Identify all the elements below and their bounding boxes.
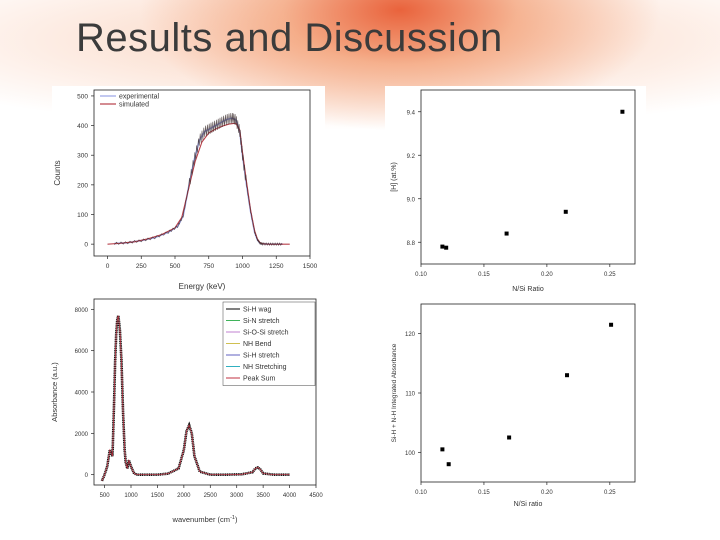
- y-tick-label: 8000: [75, 308, 89, 314]
- x-tick-label: 4000: [283, 493, 297, 499]
- y-axis-label: Counts: [53, 160, 62, 185]
- slide-title: Results and Discussion: [76, 16, 503, 60]
- x-tick-label: 2500: [204, 493, 218, 499]
- x-tick-label: 1500: [151, 493, 165, 499]
- x-tick-label: 2000: [177, 493, 191, 499]
- x-tick-label: 750: [203, 263, 214, 270]
- x-axis-label: wavenumber (cm-1): [172, 515, 238, 524]
- x-tick-label: 0.20: [541, 490, 553, 496]
- legend-label: Si-H stretch: [243, 353, 280, 360]
- y-tick-label: 0: [84, 242, 88, 249]
- experimental-noise-line: [114, 113, 283, 247]
- y-axis-label: Si-H + N-H Integrated Absorbance: [391, 343, 398, 442]
- x-axis-label: Energy (keV): [179, 282, 226, 291]
- y-tick-label: 300: [77, 153, 88, 160]
- x-tick-label: 0.25: [604, 490, 616, 496]
- ftir-spectrum-panel: 500 1000 1500 2000 2500 3000 3500 4000 4500 0 2000…: [48, 293, 325, 530]
- integrated-absorbance-panel: 0.10 0.15 0.20 0.25 100 110 120 N/Si ratio Si-H …: [385, 300, 646, 515]
- x-tick-label: 3500: [256, 493, 270, 499]
- y-tick-label: 9.0: [407, 197, 416, 203]
- legend-label: NH Stretching: [243, 364, 287, 371]
- y-tick-label: 100: [77, 212, 88, 219]
- legend-label-experimental: experimental: [119, 94, 160, 101]
- data-point: [444, 245, 449, 250]
- data-point: [565, 373, 570, 378]
- x-tick-label: 1500: [303, 263, 318, 270]
- legend-label: Si-N stretch: [243, 318, 280, 325]
- y-axis-label: Absorbance (a.u.): [50, 362, 59, 422]
- data-point: [563, 209, 568, 214]
- y-tick-label: 500: [77, 93, 88, 100]
- plot-frame: [420, 303, 636, 483]
- x-tick-label: 0.25: [604, 272, 616, 278]
- hydrogen-content-panel: 0.10 0.15 0.20 0.25 8.8 9.0 9.2 9.4 N/Si Ratio [H…: [385, 86, 646, 298]
- x-tick-label: 0.20: [541, 272, 553, 278]
- data-point: [609, 322, 614, 327]
- plot-frame: [93, 89, 311, 257]
- data-point: [620, 109, 625, 114]
- data-point: [507, 435, 512, 440]
- hydrogen-content-chart: 0.10 0.15 0.20 0.25 8.8 9.0 9.2 9.4 N/Si Ratio [H…: [391, 89, 636, 293]
- y-tick-label: 9.4: [407, 110, 416, 116]
- x-tick-label: 0.10: [415, 490, 427, 496]
- y-tick-label: 0: [85, 473, 89, 479]
- x-tick-label: 0: [106, 263, 110, 270]
- y-axis-label: [H] (at.%): [391, 162, 398, 192]
- y-tick-label: 200: [77, 182, 88, 189]
- y-tick-label: 400: [77, 123, 88, 130]
- data-point: [440, 244, 445, 249]
- y-tick-label: 6000: [75, 349, 89, 355]
- x-axis-label: N/Si ratio: [514, 501, 543, 508]
- integrated-absorbance-chart: 0.10 0.15 0.20 0.25 100 110 120 N/Si ratio Si-H …: [391, 303, 636, 508]
- legend-label: Peak Sum: [243, 376, 275, 383]
- data-point: [440, 447, 445, 452]
- y-tick-label: 9.2: [407, 154, 416, 160]
- x-tick-label: 250: [136, 263, 147, 270]
- x-tick-label: 4500: [309, 493, 323, 499]
- x-tick-label: 0.10: [415, 272, 427, 278]
- y-tick-label: 120: [405, 332, 416, 338]
- y-tick-label: 100: [405, 451, 416, 457]
- x-axis-label: N/Si Ratio: [512, 286, 544, 293]
- legend-label: NH Bend: [243, 341, 272, 348]
- x-tick-label: 1000: [235, 263, 250, 270]
- y-tick-label: 110: [405, 392, 415, 398]
- y-tick-label: 4000: [75, 391, 89, 397]
- x-tick-label: 0.15: [478, 272, 490, 278]
- ftir-spectrum-chart: 500 1000 1500 2000 2500 3000 3500 4000 4500 0 2000…: [50, 298, 323, 524]
- y-tick-label: 8.8: [407, 241, 416, 247]
- legend-label: Si-O-Si stretch: [243, 330, 289, 337]
- series-line-peak-sum: [101, 315, 290, 482]
- legend-label-simulated: simulated: [119, 102, 149, 109]
- data-point: [446, 462, 451, 467]
- rbs-spectrum-chart: 0 250 500 750 1000 1250 1500 0 100 200 300 400 500 En…: [53, 89, 318, 291]
- x-tick-label: 1000: [124, 493, 138, 499]
- rbs-spectrum-panel: 0 250 500 750 1000 1250 1500 0 100 200 300 400 500 En…: [52, 86, 325, 298]
- y-tick-label: 2000: [75, 432, 89, 438]
- legend-label: Si-H wag: [243, 307, 272, 314]
- x-tick-label: 3000: [230, 493, 244, 499]
- x-tick-label: 1250: [269, 263, 284, 270]
- x-tick-label: 500: [170, 263, 181, 270]
- plot-frame: [420, 89, 636, 265]
- x-tick-label: 0.15: [478, 490, 490, 496]
- x-tick-label: 500: [100, 493, 111, 499]
- series-line-experimental: [114, 117, 283, 245]
- data-point: [504, 231, 509, 236]
